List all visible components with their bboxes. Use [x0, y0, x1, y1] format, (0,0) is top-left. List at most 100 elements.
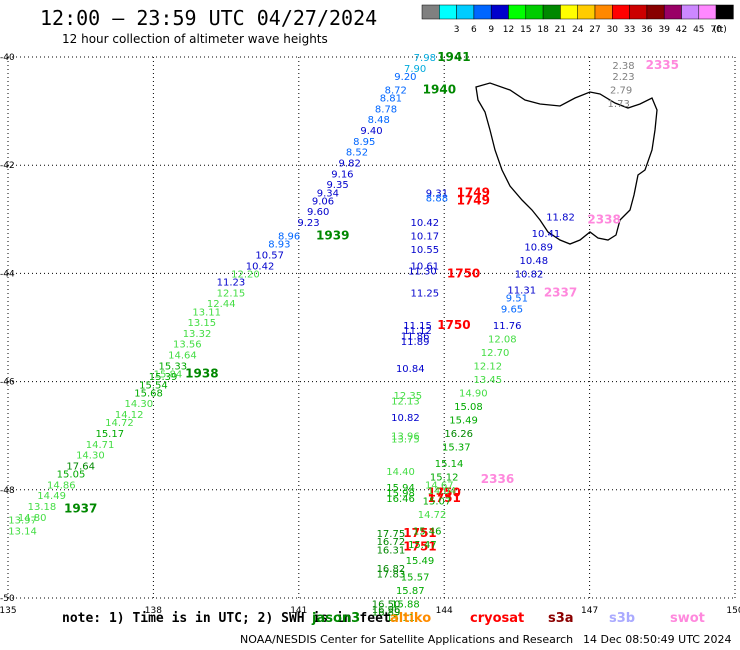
wave-height-point: 15.94 [386, 483, 415, 494]
y-tick-label: -48 [0, 486, 15, 496]
wave-height-point: 14.71 [86, 440, 115, 451]
wave-height-point: 17.64 [66, 461, 95, 472]
pass-label: 1750 [447, 266, 480, 280]
wave-height-point: 15.54 [139, 380, 168, 391]
x-tick-label: 141 [290, 606, 307, 616]
wave-height-point: 14.49 [37, 491, 66, 502]
wave-height-point: 16.89 [372, 608, 401, 619]
generation-timestamp: 14 Dec 08:50:49 UTC 2024 [583, 633, 732, 646]
legend-label: 45 [693, 25, 704, 35]
legend-swatch [715, 4, 734, 20]
legend-label: 9 [488, 25, 494, 35]
wave-height-point: 7.98 [414, 53, 436, 64]
wave-height-point: 11.23 [217, 278, 246, 289]
wave-height-point: 14.80 [18, 513, 47, 524]
wave-height-point: 10.82 [515, 269, 544, 280]
y-tick-label: -46 [0, 378, 15, 388]
pass-label: 1938 [185, 366, 218, 380]
pass-label: 2338 [587, 212, 620, 226]
wave-height-point: 11.30 [408, 267, 437, 278]
wave-height-point: 9.65 [501, 305, 523, 316]
wave-height-point: 14.72 [105, 418, 134, 429]
legend-label: 18 [537, 25, 549, 35]
wave-height-point: 16.96 [372, 605, 401, 616]
wave-height-point: 13.45 [473, 375, 502, 386]
legend-label: 15 [520, 25, 531, 35]
wave-height-point: 16.82 [377, 564, 406, 575]
wave-height-point: 8.48 [368, 115, 390, 126]
wave-height-point: 14.90 [459, 388, 488, 399]
wave-height-point: 14.86 [47, 480, 76, 491]
wave-height-point: 15.39 [149, 372, 178, 383]
wave-height-point: 16.72 [377, 537, 406, 548]
pass-label: 1940 [423, 82, 456, 96]
wave-height-point: 9.23 [297, 218, 319, 229]
color-legend: 3 6 9 12 15 18 21 24 27 30 33 36 39 42 45 70(ft) [421, 4, 734, 35]
y-tick-label: -44 [0, 269, 15, 279]
wave-height-point: 11.89 [401, 337, 430, 348]
wave-height-point: 9.31 [426, 188, 448, 199]
wave-height-point: 13.75 [391, 434, 420, 445]
wave-height-point: 7.90 [404, 64, 426, 75]
tasmania-coastline [475, 82, 658, 245]
x-tick-label: 144 [436, 606, 453, 616]
wave-height-point: 15.57 [401, 572, 430, 583]
pass-label: 1750 [437, 318, 470, 332]
wave-height-point: 8.93 [268, 240, 290, 251]
pass-label: 1939 [316, 229, 349, 243]
wave-height-point: 15.05 [57, 470, 86, 481]
legend-label: 39 [658, 25, 670, 35]
wave-height-point: 14.72 [418, 510, 447, 521]
wave-height-point: 14.12 [115, 410, 144, 421]
wave-height-point: 1.73 [608, 99, 630, 110]
legend-label: 70 [710, 25, 722, 35]
wave-height-point: 11.86 [401, 332, 430, 343]
wave-height-point: 10.48 [520, 256, 549, 267]
chart-subtitle: 12 hour collection of altimeter wave hei… [62, 32, 328, 46]
legend-label: 27 [589, 25, 600, 35]
wave-height-point: 14.30 [76, 451, 105, 462]
wave-height-point: 14.40 [386, 467, 415, 478]
wave-height-point: 9.06 [312, 196, 334, 207]
wave-height-point: 10.84 [396, 364, 425, 375]
pass-label: 1941 [437, 50, 470, 64]
wave-height-point: 11.31 [507, 286, 536, 297]
wave-height-point: 15.98 [386, 489, 415, 500]
wave-height-point: 9.16 [331, 169, 353, 180]
pass-label: 1749 [457, 185, 490, 199]
pass-label: 1751 [427, 491, 460, 505]
wave-height-point: 10.17 [410, 232, 439, 243]
satellite-s3b: s3b [609, 611, 636, 626]
legend-label: 33 [624, 25, 635, 35]
wave-height-point: 12.70 [481, 348, 510, 359]
wave-height-point: 15.11 [386, 613, 415, 624]
wave-height-point: 15.33 [158, 361, 187, 372]
y-tick-label: -42 [0, 161, 15, 171]
wave-height-point: 15.08 [454, 402, 483, 413]
legend-label: 3 [454, 25, 460, 35]
legend-label: 21 [555, 25, 566, 35]
wave-height-point: 13.32 [183, 329, 212, 340]
legend-label: 6 [471, 25, 477, 35]
wave-height-point: 12.35 [394, 391, 423, 402]
wave-height-point: 12.20 [231, 269, 260, 280]
satellite-altiko: altiko [390, 611, 432, 626]
x-tick-label: 135 [0, 606, 17, 616]
wave-height-point: 9.82 [339, 158, 361, 169]
wave-height-point: 8.81 [380, 94, 402, 105]
wave-height-point: 9.60 [307, 207, 329, 218]
wave-height-point: 13.15 [188, 318, 217, 329]
pass-label: 2335 [646, 58, 679, 72]
y-tick-label: -50 [0, 594, 15, 604]
wave-height-point: 14.04 [427, 486, 456, 497]
chart-title: 12:00 — 23:59 UTC 04/27/2024 [40, 6, 378, 30]
wave-height-point: 10.89 [524, 242, 553, 253]
wave-height-point: 12.12 [473, 361, 502, 372]
pass-label: 1751 [403, 526, 436, 540]
wave-height-point: 15.37 [442, 443, 471, 454]
wave-height-point: 9.40 [360, 126, 382, 137]
x-tick-label: 150 [726, 606, 740, 616]
wave-height-point: 16.50 [372, 599, 401, 610]
pass-label: 1751 [403, 540, 436, 554]
pass-label: 1937 [64, 502, 97, 516]
